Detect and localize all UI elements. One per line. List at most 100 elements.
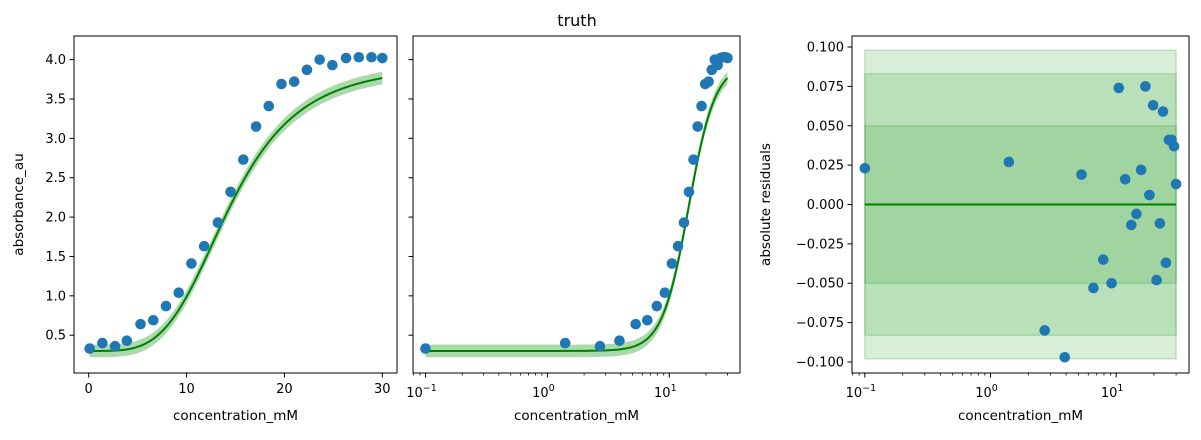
axes-frame — [73, 35, 398, 374]
data-point — [1160, 257, 1172, 269]
data-point — [1131, 208, 1142, 220]
data-point — [722, 52, 733, 64]
x-tick-label: 10−1 — [846, 383, 877, 401]
data-point — [327, 59, 338, 71]
y-tick-label: 0.5 — [45, 329, 66, 344]
data-point — [238, 154, 249, 165]
y-tick-label: −0.025 — [796, 237, 844, 252]
y-tick-label: 1.5 — [45, 250, 66, 265]
data-point — [276, 78, 287, 90]
x-tick-label: 101 — [654, 383, 677, 401]
data-point — [353, 51, 365, 63]
data-point — [1126, 219, 1137, 231]
data-point — [1059, 351, 1071, 363]
subplot-3: 10−1 100 101 −0.100 −0.075 −0.050 −0.025 0.000 0… — [758, 35, 1190, 424]
data-point — [630, 318, 641, 330]
data-point — [366, 51, 377, 63]
y-tick-label: 3.0 — [45, 132, 66, 147]
y-tick-label: 0.050 — [807, 119, 844, 134]
x-tick-label: 100 — [975, 383, 998, 401]
y-axis-label: absorbance_au — [11, 153, 27, 255]
data-point — [1140, 81, 1151, 92]
data-point — [1147, 99, 1159, 111]
data-point — [1157, 106, 1169, 117]
data-point — [160, 300, 172, 312]
data-point — [84, 343, 95, 354]
data-point — [121, 335, 133, 347]
data-point — [263, 100, 275, 112]
data-point — [109, 340, 121, 352]
x-tick-label: 10 — [178, 382, 195, 397]
data-point — [212, 217, 224, 228]
y-tick-label: −0.100 — [796, 355, 844, 370]
data-point — [1088, 282, 1099, 294]
data-point — [1170, 178, 1182, 190]
x-tick-label: 0 — [85, 382, 93, 397]
data-point — [678, 217, 690, 228]
y-tick-label: 0.000 — [807, 198, 844, 213]
data-point — [1168, 140, 1180, 152]
data-point — [1003, 156, 1015, 168]
data-point — [147, 314, 159, 326]
data-point — [659, 287, 671, 298]
y-tick-label: 1.0 — [45, 289, 66, 304]
data-point — [559, 337, 571, 349]
data-point — [420, 343, 431, 354]
data-point — [225, 186, 236, 198]
data-point — [688, 154, 699, 165]
fit-line — [425, 77, 729, 352]
data-point — [1151, 274, 1162, 286]
x-tick-label: 101 — [1101, 383, 1124, 401]
y-tick-label: 4.0 — [45, 53, 66, 68]
data-point — [198, 240, 210, 252]
subplot-2: 10−1 100 101 concentration_mM — [406, 35, 741, 424]
y-tick-label: −0.075 — [796, 316, 844, 331]
data-point — [1144, 189, 1155, 201]
data-point — [301, 64, 313, 76]
axes-frame — [412, 35, 741, 374]
y-axis-label: absolute residuals — [758, 143, 774, 266]
x-axis-label: concentration_mM — [514, 408, 639, 424]
data-point — [1154, 218, 1166, 229]
y-tick-label: 3.5 — [45, 92, 66, 107]
data-point — [642, 314, 653, 326]
data-point — [1119, 174, 1131, 185]
y-tick-label: 2.0 — [45, 211, 66, 226]
data-point — [340, 52, 352, 64]
x-axis-label: concentration_mM — [958, 408, 1083, 424]
data-point — [186, 258, 197, 269]
data-point — [594, 340, 606, 352]
confidence-band — [89, 71, 383, 358]
y-tick-label: 2.5 — [45, 171, 66, 186]
data-point — [703, 76, 714, 87]
data-point — [1106, 277, 1117, 289]
fit-line — [89, 77, 383, 352]
data-point — [97, 337, 108, 349]
data-point — [1097, 254, 1109, 265]
data-point — [692, 121, 704, 132]
figure-title: truth — [557, 11, 596, 30]
data-point — [1135, 164, 1147, 176]
x-tick-label: 30 — [374, 382, 391, 397]
x-axis-label: concentration_mM — [173, 408, 298, 424]
data-point — [1076, 169, 1087, 180]
data-point — [1039, 325, 1051, 336]
data-point — [666, 258, 678, 269]
data-point — [135, 318, 146, 330]
data-point — [683, 186, 695, 198]
data-point — [250, 121, 262, 132]
data-point — [651, 300, 663, 312]
subplot-1: 0 10 20 30 0.5 1.0 1.5 2.0 2.5 3.0 3.5 4.0 concentra… — [11, 35, 398, 424]
data-point — [672, 240, 684, 252]
y-tick-label: 0.075 — [807, 80, 844, 95]
y-tick-label: −0.050 — [796, 277, 844, 292]
x-tick-label: 100 — [532, 383, 555, 401]
data-point — [614, 335, 625, 347]
x-tick-label: 20 — [276, 382, 293, 397]
y-tick-label: 0.100 — [807, 41, 844, 56]
x-tick-label: 10−1 — [406, 383, 437, 401]
data-point — [288, 76, 300, 87]
data-point — [1113, 82, 1125, 94]
data-point — [314, 54, 325, 65]
